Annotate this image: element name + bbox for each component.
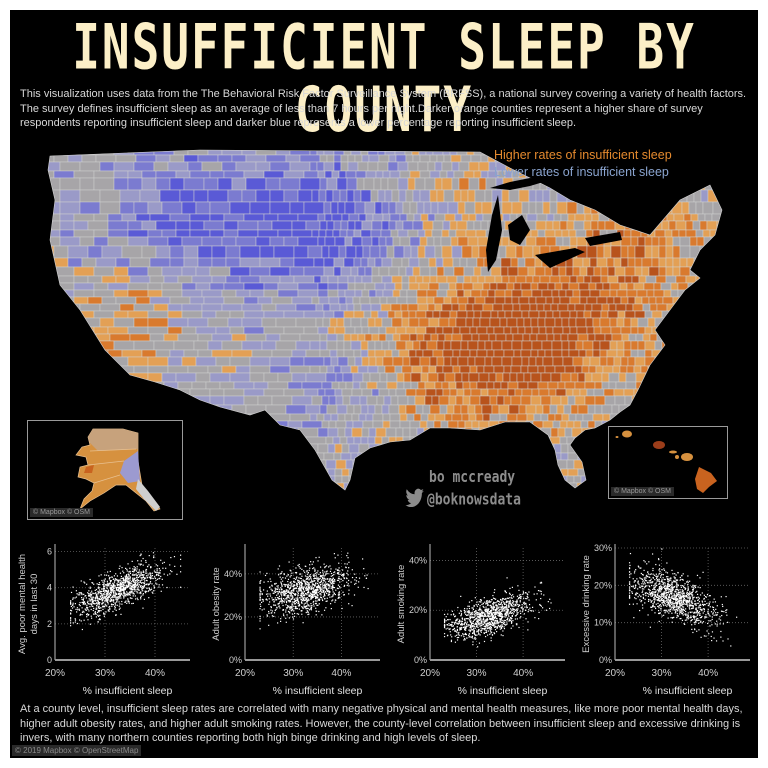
alaska-map-credit: © Mapbox © OSM (30, 508, 93, 517)
x-tick-label: 30% (95, 668, 115, 679)
x-tick-label: 40% (145, 668, 165, 679)
x-tick-label: 40% (331, 668, 351, 679)
us-county-choropleth-map[interactable] (10, 10, 758, 530)
y-tick-label: 20% (409, 605, 427, 615)
author-credit: bo mccready @boknowsdata (405, 467, 521, 511)
y-tick-label: 10% (594, 618, 612, 628)
scatter-mental-health[interactable]: 20% 30% 40% 0 2 4 6 % insufficient sleep Avg. po… (10, 530, 200, 705)
x-tick-label: 40% (698, 668, 718, 679)
y-axis-title: Adult smoking rate (396, 565, 407, 644)
legend-low-label: Lower rates of insufficient sleep (494, 165, 669, 179)
y-tick-label: 4 (47, 583, 52, 593)
alaska-map (75, 428, 161, 512)
y-tick-label: 0% (229, 655, 242, 665)
scatter-obesity[interactable]: 20% 30% 40% 0% 20% 40% % insufficient sleep Adu… (200, 530, 390, 705)
x-tick-label: 40% (513, 668, 533, 679)
hawaii-inset-map[interactable]: © Mapbox © OSM (608, 426, 728, 499)
scatter-points (628, 548, 738, 647)
y-tick-label: 40% (409, 555, 427, 565)
dashboard-panel: INSUFFICIENT SLEEP BY COUNTY This visual… (10, 10, 758, 758)
x-axis-title: % insufficient sleep (458, 685, 548, 697)
y-tick-label: 30% (594, 543, 612, 553)
x-tick-label: 20% (420, 668, 440, 679)
x-tick-label: 30% (283, 668, 303, 679)
y-tick-label: 20% (594, 580, 612, 590)
author-handle: @boknowsdata (427, 490, 521, 510)
legend-high-label: Higher rates of insufficient sleep (494, 148, 672, 162)
footer-map-credit: © 2019 Mapbox © OpenStreetMap (12, 745, 142, 756)
x-tick-label: 20% (45, 668, 65, 679)
y-axis-title: Excessive drinking rate (581, 555, 592, 653)
y-tick-label: 6 (47, 547, 52, 557)
hawaii-map (615, 430, 717, 493)
author-handle-row[interactable]: @boknowsdata (405, 488, 521, 511)
author-name: bo mccready (429, 468, 516, 487)
y-axis-title: Avg. poor mental health (17, 554, 28, 654)
x-tick-label: 30% (467, 668, 487, 679)
page-title: INSUFFICIENT SLEEP BY COUNTY (72, 10, 696, 146)
x-axis-title: % insufficient sleep (643, 685, 733, 697)
y-tick-label: 2 (47, 619, 52, 629)
intro-paragraph: This visualization uses data from the Th… (20, 88, 747, 129)
alaska-inset-map[interactable]: © Mapbox © OSM (27, 420, 183, 520)
y-tick-label: 40% (224, 569, 242, 579)
scatter-points (70, 552, 182, 631)
scatter-smoking[interactable]: 20% 30% 40% 0% 20% 40% % insufficient sleep Adu… (385, 530, 575, 705)
y-axis-title: Adult obesity rate (211, 567, 222, 640)
x-tick-label: 20% (605, 668, 625, 679)
y-tick-label: 0% (599, 655, 612, 665)
twitter-bird-icon (405, 488, 424, 508)
x-tick-label: 30% (652, 668, 672, 679)
y-tick-label: 20% (224, 612, 242, 622)
color-legend: Higher rates of insufficient sleep Lower… (494, 147, 672, 181)
x-axis-title: % insufficient sleep (273, 685, 363, 697)
scatter-excessive-drinking[interactable]: 20% 30% 40% 0% 10% 20% 30% % insufficient sleep… (570, 530, 758, 705)
scatter-points (443, 577, 552, 648)
outro-paragraph: At a county level, insufficient sleep ra… (20, 703, 743, 744)
scatter-points (259, 552, 369, 630)
y-tick-label: 0% (414, 655, 427, 665)
hawaii-map-credit: © Mapbox © OSM (611, 487, 674, 496)
y-tick-label: 0 (47, 655, 52, 665)
y-axis-title-line2: days in last 30 (29, 574, 40, 635)
great-lakes (486, 178, 622, 272)
x-axis-title: % insufficient sleep (83, 685, 173, 697)
x-tick-label: 20% (235, 668, 255, 679)
